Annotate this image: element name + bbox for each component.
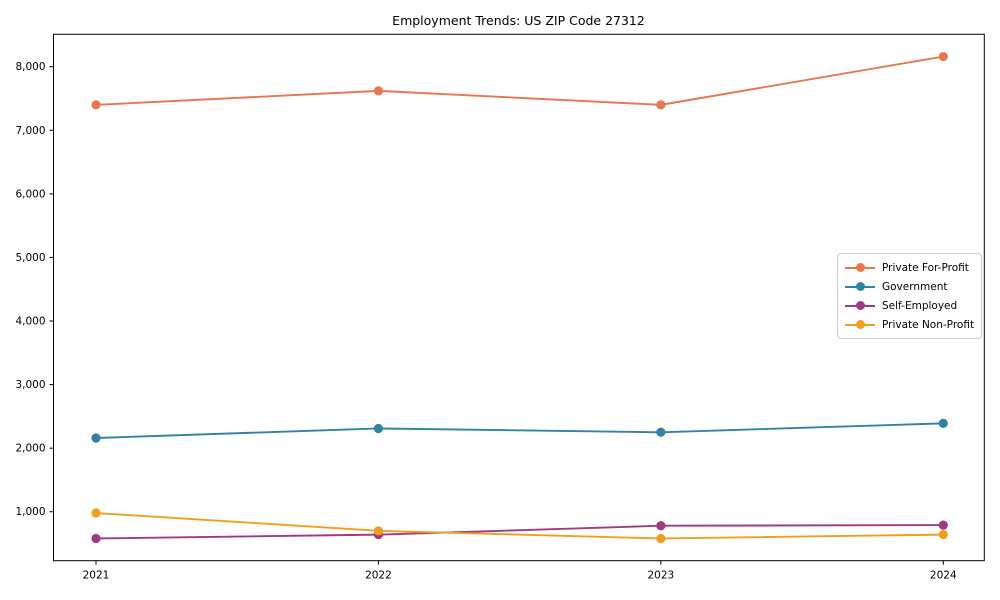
- data-point-private-non-profit: [91, 508, 101, 518]
- data-point-private-for-profit: [373, 86, 384, 96]
- data-point-private-non-profit: [373, 526, 384, 536]
- legend-marker-icon: [845, 263, 875, 272]
- data-point-government: [373, 423, 384, 434]
- data-point-self-employed: [91, 533, 101, 544]
- x-tick-label: 2023: [647, 570, 674, 582]
- data-point-self-employed: [656, 521, 666, 531]
- legend-item: Private Non-Profit: [845, 316, 974, 334]
- series-line-private-for-profit: [95, 55, 944, 106]
- legend-label: Private For-Profit: [882, 261, 969, 274]
- axes-frame: [53, 33, 985, 562]
- x-tick-label: 2024: [930, 570, 957, 582]
- legend-label: Government: [882, 280, 948, 293]
- x-tick-label: 2021: [83, 570, 110, 582]
- data-point-self-employed: [938, 520, 948, 530]
- y-tick-label: 3,000: [15, 379, 45, 391]
- y-tick-label: 6,000: [15, 188, 45, 200]
- y-tick-label: 8,000: [15, 61, 45, 73]
- data-point-private-non-profit: [656, 533, 666, 544]
- data-point-government: [656, 427, 666, 437]
- legend: Private For-Profit Government Self-Employe…: [837, 253, 982, 339]
- legend-item: Self-Employed: [845, 297, 974, 315]
- data-point-government: [91, 433, 101, 443]
- chart-title: Employment Trends: US ZIP Code 27312: [392, 13, 645, 28]
- legend-label: Self-Employed: [882, 299, 958, 312]
- data-point-private-for-profit: [656, 100, 666, 110]
- data-point-government: [938, 418, 948, 428]
- legend-marker-icon: [845, 320, 875, 329]
- series-line-self-employed: [95, 524, 944, 540]
- data-point-private-non-profit: [938, 530, 948, 540]
- data-point-private-for-profit: [938, 51, 948, 62]
- series-line-private-non-profit: [95, 512, 944, 540]
- legend-item: Private For-Profit: [845, 259, 974, 277]
- y-tick-label: 2,000: [15, 443, 45, 455]
- legend-marker-icon: [845, 282, 875, 291]
- data-point-private-for-profit: [91, 100, 101, 110]
- x-tick-label: 2022: [365, 570, 392, 582]
- y-tick-label: 7,000: [15, 125, 45, 137]
- legend-marker-icon: [845, 301, 875, 310]
- y-tick-label: 4,000: [15, 316, 45, 328]
- y-tick-label: 1,000: [15, 506, 45, 518]
- legend-item: Government: [845, 278, 974, 296]
- legend-label: Private Non-Profit: [882, 318, 975, 331]
- y-tick-label: 5,000: [15, 252, 45, 264]
- series-line-government: [95, 422, 944, 439]
